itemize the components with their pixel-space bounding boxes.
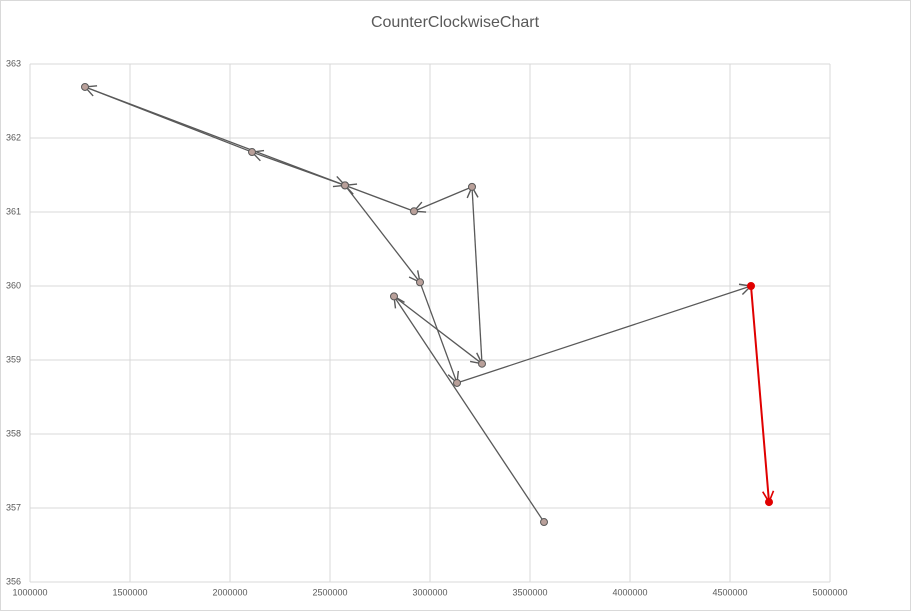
x-tick-label: 3500000 <box>512 587 547 597</box>
arrow-segment <box>344 184 420 282</box>
point <box>81 82 89 91</box>
point <box>765 498 773 507</box>
point <box>478 359 486 368</box>
arrow-segment <box>345 185 415 212</box>
point <box>468 182 476 191</box>
arrow-segment <box>84 86 345 185</box>
arrow-segment <box>472 187 483 364</box>
y-tick-label: 363 <box>6 58 21 68</box>
point <box>453 378 461 387</box>
point <box>341 181 349 190</box>
point <box>540 518 548 527</box>
point <box>416 278 424 287</box>
x-tick-label: 4500000 <box>712 587 747 597</box>
point <box>410 207 418 216</box>
arrow-segment <box>750 285 769 502</box>
y-tick-label: 359 <box>6 354 21 364</box>
x-tick-label: 1000000 <box>12 587 47 597</box>
arrow-segment <box>456 286 751 384</box>
y-tick-label: 357 <box>6 502 21 512</box>
y-tick-label: 361 <box>6 206 21 216</box>
chart-title: CounterClockwiseChart <box>371 14 540 31</box>
y-tick-label: 358 <box>6 428 21 438</box>
x-tick-label: 4000000 <box>612 587 647 597</box>
x-tick-label: 2500000 <box>312 587 347 597</box>
arrow-segment <box>419 282 457 383</box>
x-tick-label: 5000000 <box>812 587 847 597</box>
point <box>747 282 755 290</box>
y-tick-label: 362 <box>6 132 21 142</box>
point <box>248 148 256 157</box>
x-tick-label: 3000000 <box>412 587 447 597</box>
x-tick-label: 1500000 <box>112 587 147 597</box>
x-tick-label: 2000000 <box>212 587 247 597</box>
y-tick-label: 356 <box>6 576 21 586</box>
y-tick-label: 360 <box>6 280 21 290</box>
arrow-segment <box>414 186 473 211</box>
arrow-segment <box>394 296 545 523</box>
point <box>390 292 398 301</box>
